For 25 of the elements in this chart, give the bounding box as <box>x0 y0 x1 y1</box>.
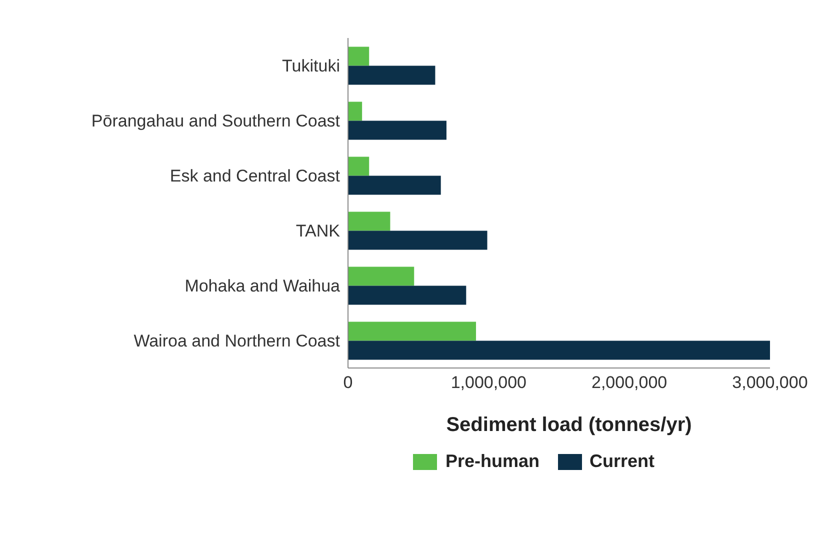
x-tick-label: 2,000,000 <box>592 373 668 392</box>
bar <box>348 230 488 250</box>
bar <box>348 46 370 66</box>
y-tick-label: Wairoa and Northern Coast <box>134 332 340 351</box>
x-axis-title: Sediment load (tonnes/yr) <box>445 414 693 437</box>
legend-label: Current <box>590 451 655 472</box>
x-tick-label: 3,000,000 <box>732 373 808 392</box>
bar <box>348 340 770 360</box>
y-tick-label: Mohaka and Waihua <box>184 276 341 296</box>
y-tick-label: Esk and Central Coast <box>170 166 340 186</box>
bar <box>348 102 362 121</box>
x-tick-label: 0 <box>343 373 353 392</box>
y-tick-label: Pōrangahau and Southern Coast <box>91 112 340 131</box>
y-tick-label: TANK <box>296 222 341 241</box>
bar <box>348 286 466 305</box>
bar <box>348 212 390 231</box>
legend-label: Pre-human <box>445 451 540 472</box>
bar <box>348 120 446 140</box>
y-tick-label: Tukituki <box>282 56 340 76</box>
bar <box>348 156 370 176</box>
x-tick-label: 1,000,000 <box>450 373 526 392</box>
bar <box>348 66 436 85</box>
bar <box>348 266 414 286</box>
bar <box>348 322 476 341</box>
bar <box>348 176 441 195</box>
